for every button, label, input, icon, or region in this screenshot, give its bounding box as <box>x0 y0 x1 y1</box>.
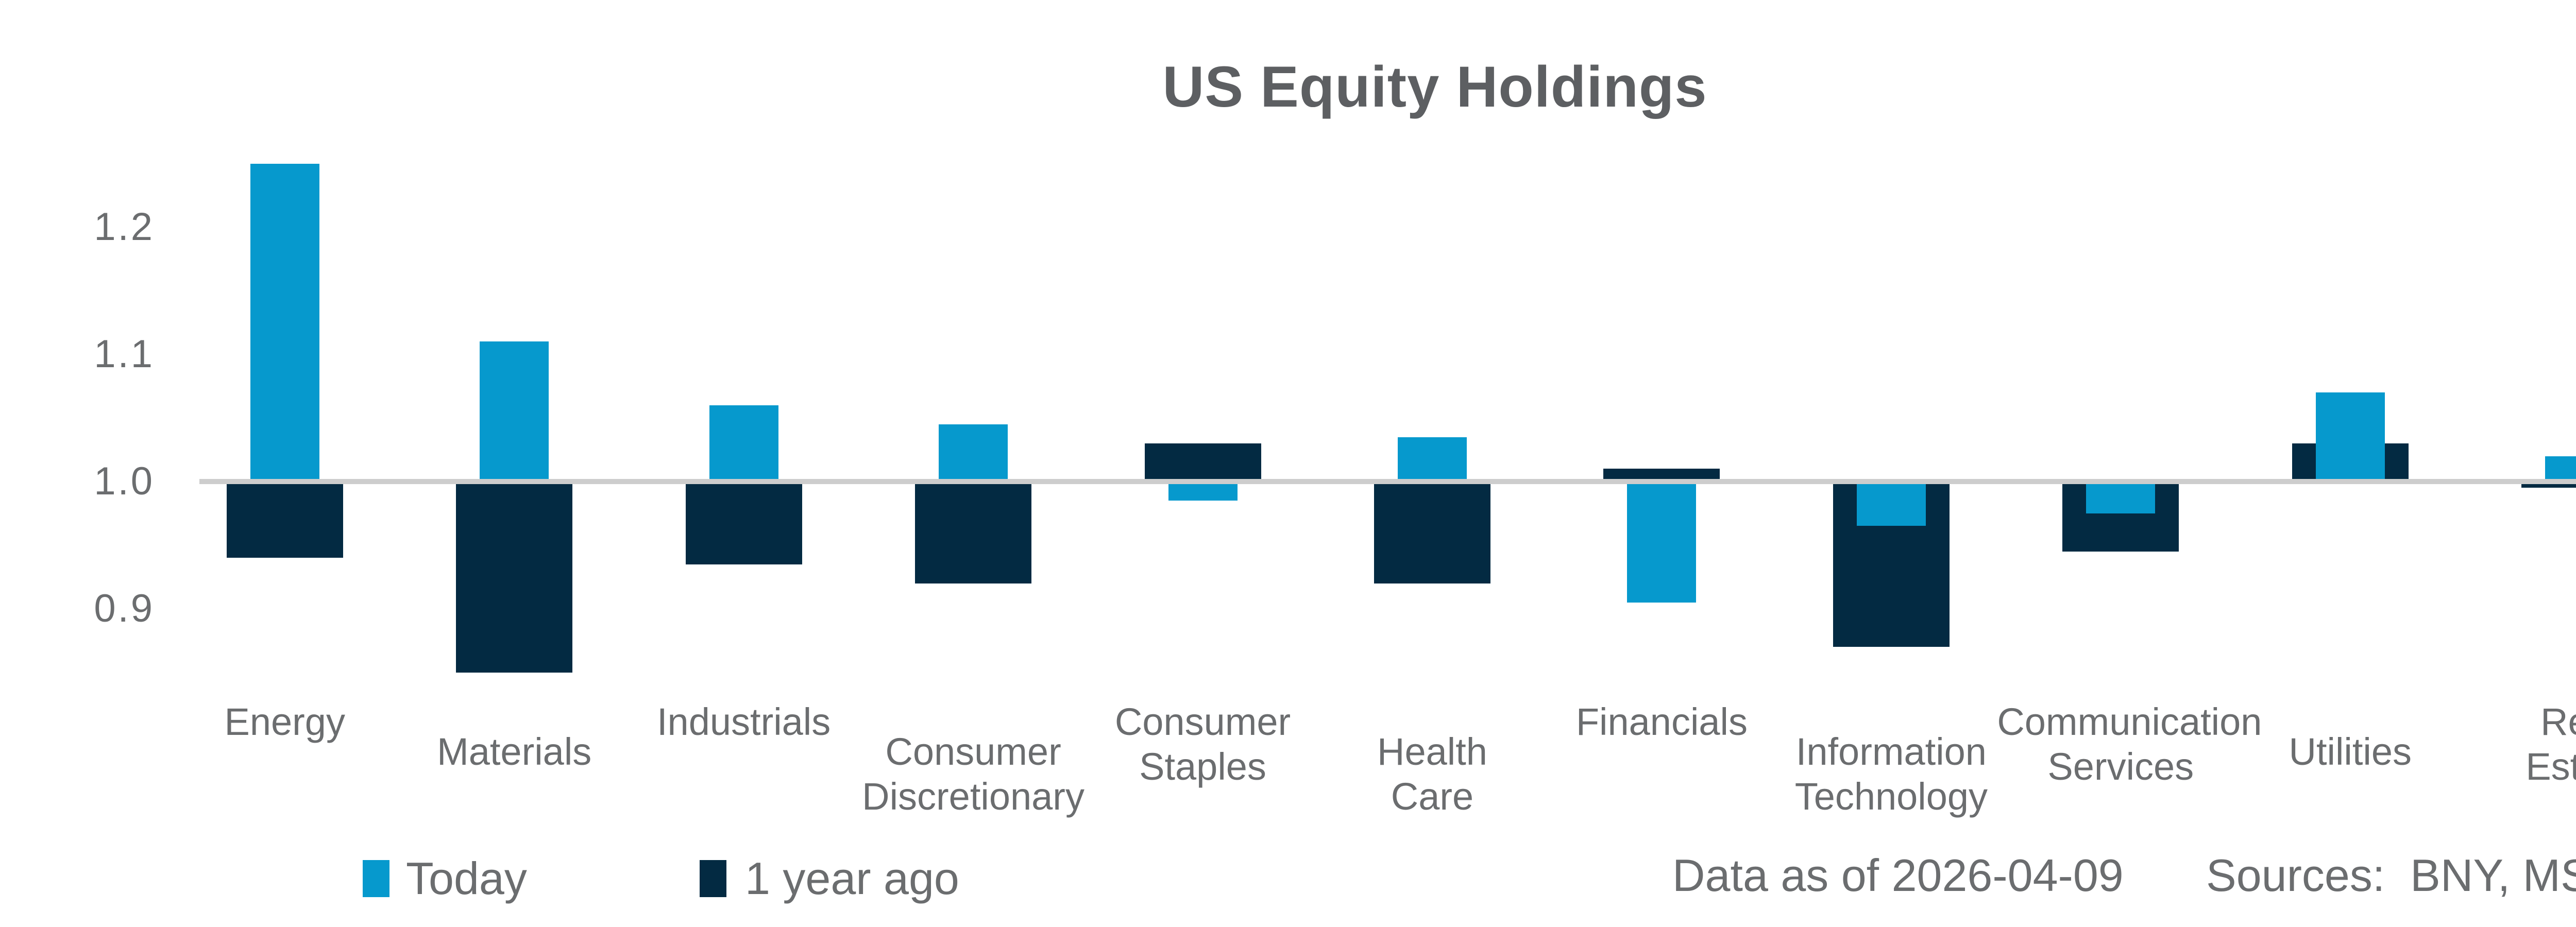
bar-today-health-care <box>1397 437 1467 482</box>
x-axis-label-communication-services: Communication Services <box>1997 700 2262 788</box>
bar-year-ago-industrials <box>685 482 802 564</box>
x-axis-label-health-care: Health Care <box>1377 730 1487 818</box>
x-axis-label-real-estate: Real Estate <box>2526 700 2576 788</box>
x-axis-label-energy: Energy <box>224 700 345 743</box>
bar-year-ago-energy <box>226 482 343 558</box>
bar-year-ago-consumer-discretionary <box>915 482 1032 583</box>
chart-title: US Equity Holdings <box>1162 55 1707 119</box>
legend-swatch-today <box>363 860 389 897</box>
bar-year-ago-health-care <box>1374 482 1490 583</box>
bar-year-ago-materials <box>456 482 573 673</box>
footer-data-as-of: Data as of 2026-04-09 <box>1672 850 2124 901</box>
legend-label-year-ago: 1 year ago <box>745 853 959 904</box>
baseline-axis-line <box>199 479 2576 484</box>
bar-today-energy <box>250 163 319 482</box>
x-axis-label-consumer-staples: Consumer Staples <box>1114 700 1291 788</box>
bar-today-consumer-staples <box>1168 482 1238 501</box>
y-axis-tick-label-1.0: 1.0 <box>94 459 155 503</box>
bar-today-financials <box>1627 482 1697 603</box>
x-axis-label-consumer-discretionary: Consumer Discretionary <box>862 730 1084 818</box>
bar-today-utilities <box>2315 392 2385 482</box>
y-axis-tick-label-0.9: 0.9 <box>94 587 155 630</box>
x-axis-label-materials: Materials <box>437 730 592 773</box>
x-axis-label-utilities: Utilities <box>2289 730 2412 773</box>
y-axis-tick-label-1.2: 1.2 <box>94 205 155 249</box>
y-axis-tick-label-1.1: 1.1 <box>94 332 155 376</box>
bar-today-consumer-discretionary <box>939 424 1008 482</box>
bar-year-ago-consumer-staples <box>1144 443 1261 482</box>
legend-swatch-year-ago <box>700 860 726 897</box>
bar-today-real-estate <box>2545 456 2576 482</box>
x-axis-label-financials: Financials <box>1575 700 1748 743</box>
bar-today-communication-services <box>2086 482 2156 513</box>
footer-sources: Sources: BNY, MSCI <box>2206 850 2576 901</box>
legend-label-today: Today <box>406 853 527 904</box>
bar-today-information-technology <box>1856 482 1926 526</box>
bar-today-materials <box>480 341 549 482</box>
bar-today-industrials <box>709 405 778 482</box>
x-axis-label-information-technology: Information Technology <box>1794 730 1988 818</box>
x-axis-label-industrials: Industrials <box>656 700 831 743</box>
